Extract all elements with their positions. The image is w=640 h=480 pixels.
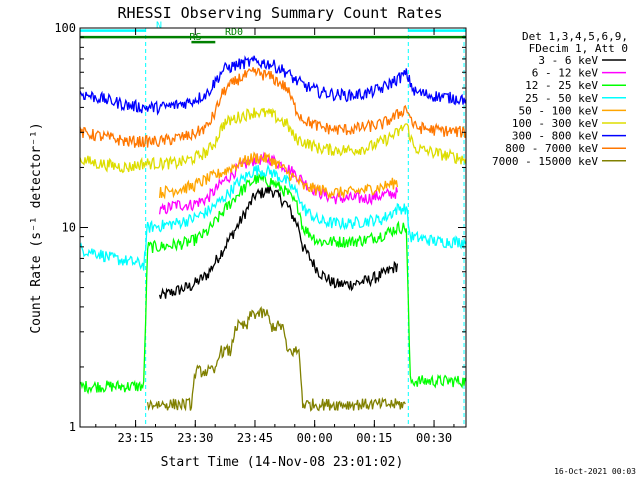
x-tick-label-0: 23:15 — [118, 431, 154, 445]
series-line-0 — [158, 186, 399, 299]
series-line-7 — [79, 67, 467, 148]
y-tick-label-2: 100 — [54, 21, 76, 35]
series-line-5 — [79, 107, 467, 174]
axis-ticks: 23:15 23:30 23:45 00:00 00:15 00:30 1 10 100 — [54, 21, 466, 445]
chart-title: RHESSI Observing Summary Count Rates — [117, 4, 442, 22]
series-line-3 — [79, 163, 467, 271]
x-tick-label-3: 00:00 — [297, 431, 333, 445]
legend-label-8: 7000 - 15000 keV — [492, 155, 598, 168]
x-tick-label-2: 23:45 — [237, 431, 273, 445]
y-axis-label: Count Rate (s⁻¹ detector⁻¹) — [29, 122, 44, 333]
legend: Det 1,3,4,5,6,9,FDecim 1, Att 03 - 6 keV… — [492, 30, 628, 168]
x-axis-label: Start Time (14-Nov-08 23:01:02) — [161, 455, 404, 470]
y-tick-label-0: 1 — [69, 420, 76, 434]
legend-label-3: 25 - 50 keV — [525, 92, 598, 105]
legend-label-5: 100 - 300 keV — [512, 117, 598, 130]
legend-header-0: Det 1,3,4,5,6,9, — [522, 30, 628, 43]
series-line-2 — [79, 173, 467, 395]
legend-label-7: 800 - 7000 keV — [505, 142, 598, 155]
series-line-4 — [158, 151, 399, 200]
series-line-6 — [79, 55, 467, 116]
plot-area: N RD0 RS — [79, 21, 467, 427]
series-line-8 — [146, 306, 406, 412]
legend-label-2: 12 - 25 keV — [525, 79, 598, 92]
x-tick-label-5: 00:30 — [416, 431, 452, 445]
y-tick-label-1: 10 — [62, 221, 76, 235]
flag-label-0: N — [156, 21, 162, 32]
legend-header-1: FDecim 1, Att 0 — [529, 42, 628, 55]
legend-label-6: 300 - 800 keV — [512, 130, 598, 143]
flag-label-2: RD0 — [225, 27, 243, 38]
x-tick-label-1: 23:30 — [177, 431, 213, 445]
flag-label-3: RS — [189, 32, 201, 43]
legend-label-4: 50 - 100 keV — [519, 104, 599, 117]
legend-label-1: 6 - 12 keV — [532, 67, 599, 80]
legend-label-0: 3 - 6 keV — [538, 54, 598, 67]
timestamp: 16-Oct-2021 00:03 — [554, 467, 636, 476]
x-tick-label-4: 00:15 — [356, 431, 392, 445]
